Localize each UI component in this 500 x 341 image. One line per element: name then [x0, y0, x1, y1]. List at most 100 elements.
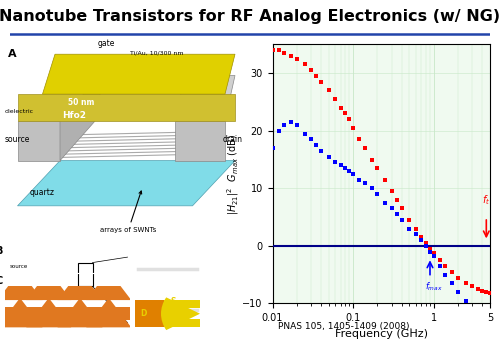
Point: [361, 145, 369, 151]
Point: [478, 288, 486, 294]
Text: drain: drain: [222, 135, 242, 144]
Text: Nanotube Transistors for RF Analog Electronics (w/ NG): Nanotube Transistors for RF Analog Elect…: [0, 9, 500, 24]
Text: drain: drain: [10, 289, 24, 294]
FancyArrow shape: [0, 298, 42, 327]
Text: gate: gate: [98, 39, 115, 48]
Point: [486, 291, 494, 296]
FancyArrow shape: [58, 271, 102, 300]
Point: [381, 177, 389, 182]
Text: S: S: [171, 297, 176, 306]
Point: [268, 47, 276, 53]
Text: 50 μm: 50 μm: [49, 336, 66, 341]
Point: [346, 168, 354, 174]
Text: arrays of SWNTs: arrays of SWNTs: [100, 191, 156, 234]
Text: 5 μm: 5 μm: [74, 318, 88, 324]
Text: 10 μm: 10 μm: [142, 336, 159, 341]
Point: [342, 165, 349, 171]
Point: [356, 177, 364, 182]
Text: source: source: [5, 135, 30, 144]
Point: [388, 206, 396, 211]
Point: [393, 211, 401, 217]
Point: [436, 263, 444, 269]
Point: [368, 157, 376, 162]
FancyArrow shape: [86, 271, 131, 300]
Polygon shape: [175, 121, 225, 161]
Point: [342, 111, 349, 116]
Point: [280, 122, 288, 128]
Point: [417, 237, 425, 243]
Text: A: A: [8, 49, 16, 59]
Wedge shape: [161, 297, 200, 330]
Point: [398, 206, 406, 211]
Point: [325, 88, 333, 93]
Point: [454, 289, 462, 295]
Point: [474, 307, 482, 312]
Point: [293, 122, 301, 128]
Point: [300, 131, 308, 136]
Point: [374, 191, 382, 197]
Bar: [135, 300, 164, 327]
Polygon shape: [42, 54, 235, 94]
Bar: [164, 319, 200, 327]
Point: [462, 298, 469, 303]
Point: [422, 243, 430, 249]
FancyArrow shape: [58, 298, 102, 327]
Point: [361, 180, 369, 185]
Point: [280, 50, 288, 56]
Point: [388, 189, 396, 194]
Point: [336, 163, 344, 168]
Text: dielectric: dielectric: [5, 109, 34, 114]
Point: [349, 171, 357, 177]
Point: [412, 226, 420, 231]
Point: [317, 79, 325, 85]
Point: [331, 96, 339, 102]
Text: quartz: quartz: [30, 188, 55, 197]
Text: source: source: [10, 314, 28, 320]
Polygon shape: [60, 75, 100, 161]
Point: [356, 137, 364, 142]
Polygon shape: [18, 94, 235, 121]
FancyArrow shape: [26, 271, 72, 300]
Point: [381, 200, 389, 205]
Point: [312, 143, 320, 148]
Point: [454, 275, 462, 280]
Point: [406, 226, 413, 231]
Point: [430, 250, 438, 255]
Text: G: G: [180, 309, 187, 318]
Text: D: D: [140, 309, 146, 318]
Point: [312, 73, 320, 79]
Text: source: source: [10, 264, 28, 269]
Point: [426, 246, 434, 252]
Point: [336, 105, 344, 110]
Point: [412, 232, 420, 237]
Point: [426, 249, 434, 254]
Text: S: S: [171, 319, 176, 328]
Point: [393, 197, 401, 203]
Point: [275, 128, 283, 133]
Point: [268, 145, 276, 151]
Point: [325, 154, 333, 159]
Text: B: B: [0, 247, 2, 256]
Point: [436, 257, 444, 263]
Text: Hfo2: Hfo2: [62, 111, 86, 120]
Point: [442, 272, 450, 278]
Text: C: C: [0, 276, 2, 286]
Point: [448, 269, 456, 275]
Point: [468, 303, 476, 309]
Point: [486, 312, 494, 318]
Polygon shape: [18, 121, 60, 161]
Point: [349, 125, 357, 131]
Point: [368, 186, 376, 191]
Text: 500 nm: 500 nm: [142, 318, 163, 324]
X-axis label: Frequency (GHz): Frequency (GHz): [335, 329, 428, 339]
Point: [478, 309, 486, 315]
Point: [474, 286, 482, 292]
Polygon shape: [18, 161, 235, 206]
Text: $f_{max}$: $f_{max}$: [425, 280, 443, 293]
Bar: [164, 300, 200, 308]
Point: [275, 47, 283, 53]
FancyArrow shape: [26, 298, 72, 327]
Point: [482, 311, 490, 316]
Bar: [78, 263, 92, 286]
Point: [307, 137, 315, 142]
